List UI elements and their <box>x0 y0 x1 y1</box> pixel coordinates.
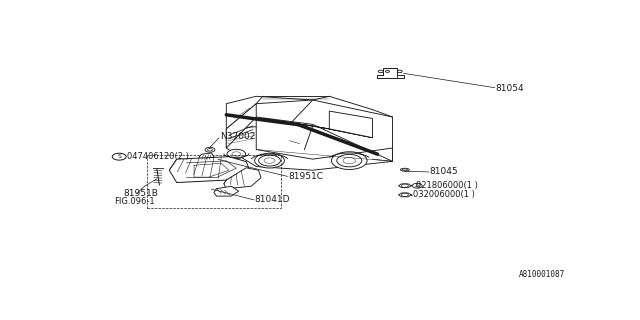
Text: S: S <box>117 154 121 159</box>
Text: 021806000(1 ): 021806000(1 ) <box>416 181 478 190</box>
Circle shape <box>207 148 212 151</box>
Text: 032006000(1 ): 032006000(1 ) <box>413 190 475 199</box>
Text: 81054: 81054 <box>495 84 524 93</box>
Polygon shape <box>256 117 392 161</box>
Text: N: N <box>415 183 419 188</box>
Polygon shape <box>199 153 214 161</box>
Polygon shape <box>376 68 404 78</box>
Circle shape <box>232 152 241 156</box>
Circle shape <box>337 155 362 167</box>
Text: 81951C: 81951C <box>288 172 323 181</box>
Circle shape <box>255 153 284 168</box>
Text: FIG.096-1: FIG.096-1 <box>114 197 154 206</box>
Circle shape <box>259 155 280 166</box>
Polygon shape <box>214 186 239 196</box>
Polygon shape <box>397 75 404 78</box>
Ellipse shape <box>401 168 410 171</box>
Text: A810001087: A810001087 <box>519 270 565 279</box>
Polygon shape <box>227 104 256 148</box>
Polygon shape <box>227 96 392 170</box>
Text: 81045: 81045 <box>429 167 458 176</box>
Circle shape <box>112 153 126 160</box>
Circle shape <box>397 70 403 73</box>
Circle shape <box>401 184 408 188</box>
Circle shape <box>343 157 356 164</box>
Circle shape <box>227 149 246 159</box>
Circle shape <box>412 183 422 188</box>
Circle shape <box>332 152 367 170</box>
Circle shape <box>378 70 383 73</box>
Circle shape <box>264 158 275 163</box>
Text: 81951B: 81951B <box>123 188 158 198</box>
Polygon shape <box>263 118 372 138</box>
Polygon shape <box>169 157 248 182</box>
Polygon shape <box>330 111 372 138</box>
Text: 81041D: 81041D <box>255 195 290 204</box>
Polygon shape <box>227 100 313 129</box>
Circle shape <box>205 147 215 152</box>
Ellipse shape <box>403 169 408 171</box>
Polygon shape <box>224 168 261 189</box>
Circle shape <box>385 70 390 72</box>
Text: N37002: N37002 <box>220 132 255 141</box>
Text: 047406120(2 ): 047406120(2 ) <box>127 152 189 161</box>
Circle shape <box>401 193 408 196</box>
